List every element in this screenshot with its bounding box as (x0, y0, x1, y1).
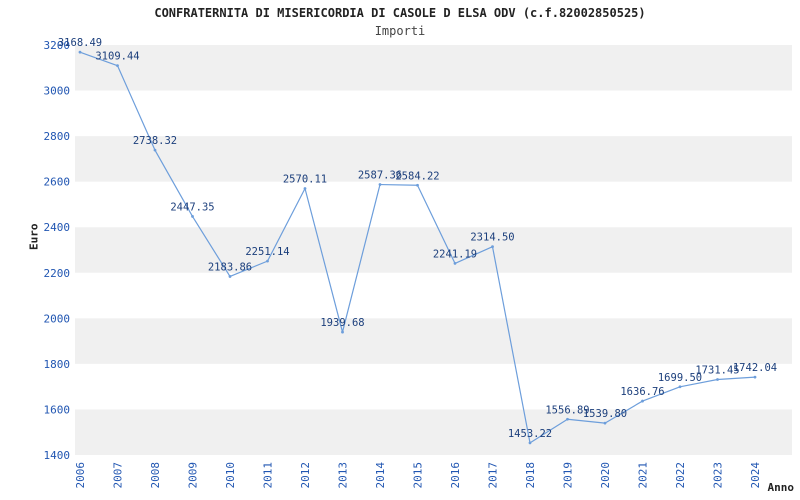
data-label: 1742.04 (733, 362, 777, 374)
x-tick-label: 2011 (262, 462, 275, 489)
x-tick-label: 2020 (599, 462, 612, 489)
x-tick-label: 2013 (337, 462, 350, 489)
data-label: 2584.22 (395, 170, 439, 182)
x-tick-label: 2019 (562, 462, 575, 489)
data-label: 3168.49 (58, 37, 102, 49)
data-label: 2183.86 (208, 261, 252, 273)
data-label: 2587.36 (358, 170, 402, 182)
grid-band (75, 318, 792, 364)
x-tick-label: 2021 (637, 462, 650, 489)
data-point (678, 385, 682, 389)
y-tick-label: 2800 (44, 130, 71, 143)
data-point (78, 50, 82, 54)
data-point (266, 259, 269, 263)
data-label: 1636.76 (620, 386, 664, 398)
y-tick-label: 3000 (44, 85, 71, 98)
y-tick-label: 2200 (44, 267, 71, 280)
x-tick-label: 2023 (712, 462, 725, 489)
x-tick-label: 2010 (224, 462, 237, 489)
x-tick-label: 2015 (412, 462, 425, 489)
x-tick-label: 2012 (299, 462, 312, 489)
data-label: 2241.19 (433, 248, 477, 260)
grid-band (75, 45, 792, 91)
data-point (753, 375, 757, 379)
x-tick-label: 2006 (74, 462, 87, 489)
x-axis-label: Anno (767, 481, 795, 494)
y-tick-label: 1600 (44, 403, 71, 416)
data-label: 1539.80 (583, 408, 627, 420)
data-point (341, 330, 344, 334)
data-point (153, 148, 157, 152)
data-point (566, 417, 569, 421)
x-tick-label: 2009 (187, 462, 200, 489)
x-tick-label: 2008 (149, 462, 162, 489)
data-point (453, 261, 457, 265)
data-point (641, 399, 644, 403)
chart-subtitle: Importi (374, 24, 426, 38)
data-point (416, 183, 419, 187)
data-point (528, 441, 532, 445)
grid-band (75, 409, 792, 455)
data-label: 2314.50 (470, 232, 514, 244)
data-label: 1699.50 (658, 372, 702, 384)
chart-title: CONFRATERNITA DI MISERICORDIA DI CASOLE … (154, 6, 646, 20)
grid-band (75, 227, 792, 273)
grid-band (75, 136, 792, 182)
data-point (191, 215, 194, 218)
x-tick-label: 2016 (449, 462, 462, 489)
y-tick-label: 1800 (44, 358, 71, 371)
data-label: 1939.68 (320, 317, 364, 329)
data-point (116, 64, 119, 68)
data-label: 2570.11 (283, 173, 327, 185)
x-tick-label: 2018 (524, 462, 537, 489)
x-tick-label: 2007 (112, 462, 125, 489)
data-label: 2251.14 (245, 246, 289, 258)
data-point (491, 245, 494, 249)
data-label: 1556.89 (545, 404, 589, 416)
data-label: 1731.45 (695, 365, 739, 377)
data-label: 1453.22 (508, 428, 552, 440)
x-tick-label: 2014 (374, 462, 387, 489)
data-label: 2738.32 (133, 135, 177, 147)
y-axis-label: Euro (27, 223, 41, 251)
data-label: 2447.35 (170, 201, 214, 213)
data-point (378, 183, 382, 186)
x-tick-label: 2022 (674, 462, 687, 489)
y-tick-label: 2000 (44, 312, 71, 325)
data-point (228, 275, 232, 278)
data-point (716, 378, 719, 381)
y-tick-label: 2600 (44, 176, 71, 189)
x-tick-label: 2017 (487, 462, 500, 489)
y-tick-label: 3200 (44, 39, 71, 52)
y-tick-label: 1400 (44, 449, 71, 462)
data-point (303, 187, 307, 190)
data-point (603, 421, 607, 425)
y-tick-label: 2400 (44, 221, 71, 234)
x-tick-label: 2024 (749, 462, 762, 489)
data-label: 3109.44 (95, 51, 139, 63)
